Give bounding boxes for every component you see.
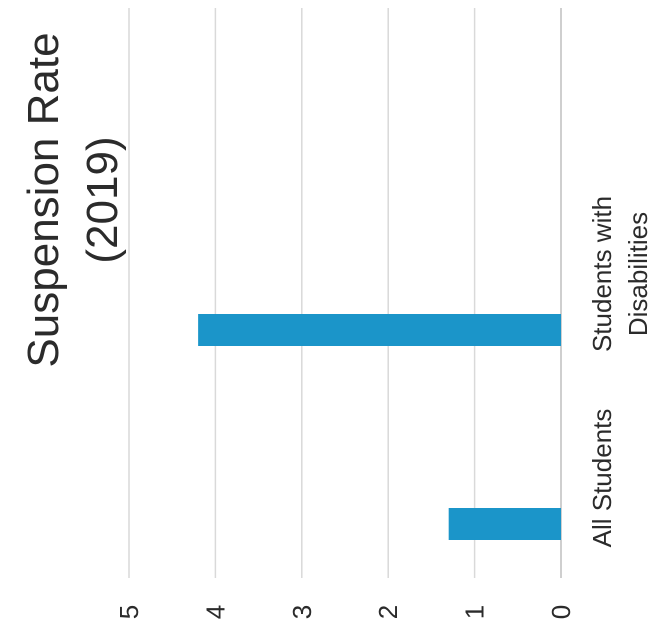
tick-label-5: 5: [114, 605, 144, 619]
value-axis-ticks: 0 1 2 3 4 5: [114, 605, 576, 619]
chart-title-line-1: Suspension Rate: [19, 32, 68, 367]
tick-label-0: 0: [546, 605, 576, 619]
category-labels: All Students Students with Disabilities: [587, 196, 653, 547]
tick-label-4: 4: [200, 605, 230, 619]
bar-students-with-disabilities: [198, 314, 561, 346]
bars: [198, 314, 561, 540]
category-label-0-line-0: All Students: [587, 409, 617, 548]
tick-label-2: 2: [373, 605, 403, 619]
tick-label-1: 1: [460, 605, 490, 619]
category-label-1-line-0: Students with: [587, 196, 617, 352]
gridlines: [128, 8, 562, 578]
chart-title-line-2: (2019): [78, 136, 127, 263]
chart-title: Suspension Rate (2019): [19, 32, 127, 367]
category-label-1-line-1: Disabilities: [623, 212, 653, 336]
tick-label-3: 3: [287, 605, 317, 619]
bar-all-students: [448, 508, 561, 540]
